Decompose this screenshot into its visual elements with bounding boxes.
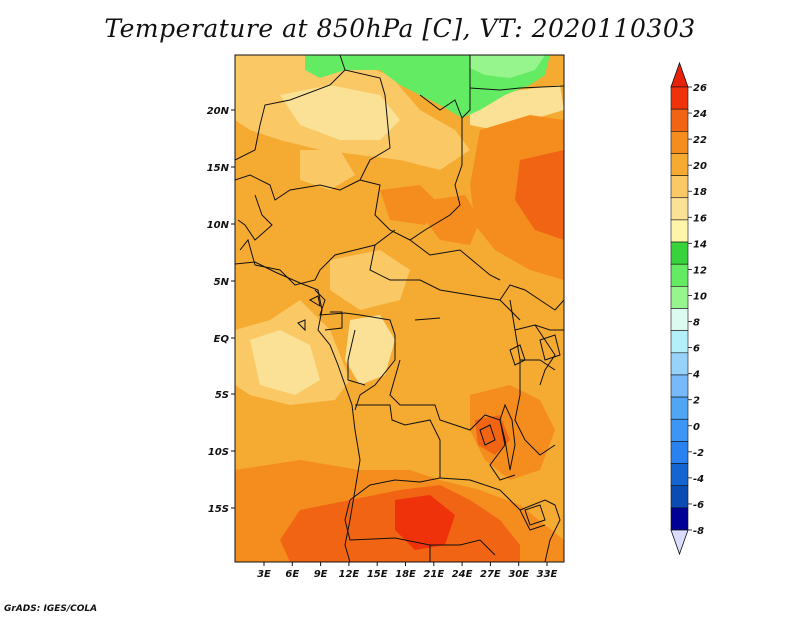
colorbar-label: 22 [693,135,707,146]
colorbar-swatch [670,131,689,154]
colorbar-swatch [670,241,689,265]
colorbar-label: 6 [693,344,700,355]
colorbar-swatch [670,374,689,398]
colorbar-swatch [670,330,689,354]
lon-label: 9E [314,569,328,580]
credit-label: GrADS: IGES/COLA [4,604,98,614]
colorbar-swatch [670,86,689,110]
lat-label: 10N [207,220,230,231]
lon-label: 33E [537,569,558,580]
colorbar-top-arrow [670,61,689,88]
colorbar-swatch [670,507,689,531]
lat-label: 15N [207,163,230,174]
country-borders [235,55,564,562]
lat-label: 10S [208,447,229,458]
lon-label: 21E [423,569,444,580]
lon-label: 6E [285,569,299,580]
colorbar-swatch [670,197,689,221]
lon-label: 27E [480,569,501,580]
colorbar-label: -4 [693,474,704,485]
map-frame [234,54,565,563]
map-title: Temperature at 850hPa [C], VT: 202011030… [104,14,696,43]
colorbar-bottom-arrow [670,529,689,556]
lon-label: 30E [508,569,529,580]
lon-label: 3E [257,569,271,580]
colorbar-label: 4 [692,370,700,381]
colorbar-swatch [670,219,689,243]
colorbar-label: 2 [693,396,700,407]
colorbar-label: 10 [693,291,707,302]
lon-label: 15E [367,569,388,580]
colorbar-swatch [670,308,689,331]
coastline [235,261,561,562]
colorbar-label: 12 [693,265,707,276]
lon-label: 24E [452,569,473,580]
colorbar-swatch [670,108,689,132]
lat-label: 5S [215,390,229,401]
temperature-field [235,55,564,562]
colorbar-swatch [670,396,689,420]
colorbar-label: 26 [693,83,707,94]
lat-label: 15S [208,504,229,515]
colorbar-label: 0 [693,422,700,433]
colorbar-swatch [670,286,689,309]
lat-label: 20N [207,106,230,117]
colorbar-label: 14 [693,239,707,250]
lat-label: EQ [214,334,230,345]
colorbar-label: -6 [693,500,704,511]
latitude-axis: 20N 15N 10N 5N EQ 5S 10S 15S [207,106,235,515]
colorbar-swatch [670,418,689,442]
colorbar-label: 20 [693,161,707,172]
colorbar-label: 16 [693,213,707,224]
lon-label: 12E [339,569,360,580]
colorbar-label: -2 [693,448,704,459]
colorbar-swatch [670,463,689,486]
colorbar-swatch [670,263,689,287]
colorbar-label: 18 [693,187,707,198]
colorbar-swatch [670,153,689,176]
longitude-axis: 3E 6E 9E 12E 15E 18E 21E 24E 27E 30E 33E [257,562,558,580]
colorbar-label: -8 [693,526,704,537]
colorbar-swatch [670,485,689,509]
colorbar-swatch [670,175,689,199]
lat-label: 5N [214,277,230,288]
colorbar-label: 8 [693,318,700,329]
colorbar-swatch [670,441,689,464]
colorbar-swatch [670,352,689,376]
lon-label: 18E [395,569,416,580]
colorbar-label: 24 [693,109,707,120]
